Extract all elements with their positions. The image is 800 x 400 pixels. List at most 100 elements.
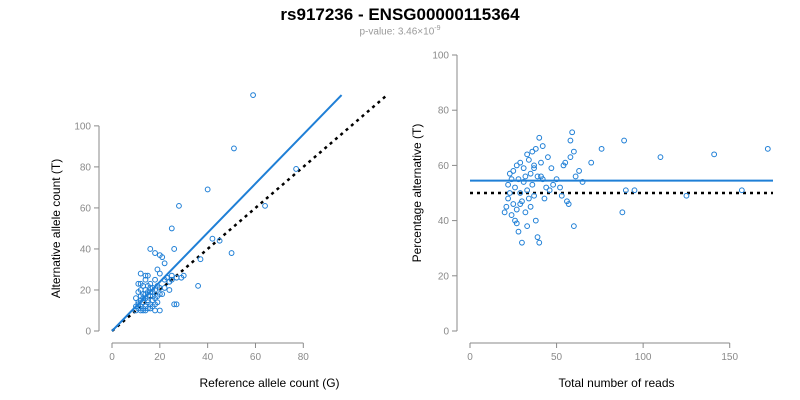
right-data-point <box>764 145 771 152</box>
right-data-point <box>553 176 560 183</box>
left-data-point <box>262 202 268 209</box>
right-data-point <box>567 137 574 144</box>
right-data-point <box>527 203 534 210</box>
right-data-point <box>579 179 586 185</box>
left-data-point <box>195 282 201 289</box>
left-data-point <box>156 307 163 314</box>
left-data-point <box>197 256 204 263</box>
left-x-tick-label: 40 <box>202 352 214 363</box>
right-data-point <box>529 181 536 188</box>
right-data-point <box>512 184 518 191</box>
right-data-point <box>513 162 520 169</box>
left-data-point <box>168 276 175 283</box>
right-data-point <box>546 187 553 194</box>
right-data-point <box>531 165 537 172</box>
left-y-tick-label: 40 <box>80 244 92 255</box>
right-data-point <box>536 134 543 141</box>
right-data-point <box>621 137 627 144</box>
right-data-point <box>683 192 690 199</box>
right-data-point <box>508 212 515 218</box>
right-data-point <box>541 195 548 202</box>
right-data-point <box>515 176 522 183</box>
right-data-point <box>557 184 563 191</box>
left-data-point <box>147 289 154 295</box>
right-data-point <box>562 159 569 166</box>
left-data-point <box>142 276 149 283</box>
left-data-point <box>142 307 149 314</box>
right-data-point <box>501 209 508 216</box>
left-data-point <box>171 301 178 308</box>
left-x-tick-label: 80 <box>298 352 310 363</box>
left-data-point <box>154 266 161 273</box>
p-value-exponent: -9 <box>434 25 441 32</box>
p-value-label: p-value: 3.46×10 <box>359 26 435 38</box>
left-data-point <box>178 274 185 281</box>
left-data-point <box>204 186 211 193</box>
right-data-point <box>565 201 572 207</box>
left-data-point <box>154 293 161 300</box>
right-x-tick-label: 0 <box>467 352 473 363</box>
left-data-point <box>168 272 175 279</box>
left-data-point <box>173 301 180 308</box>
right-data-point <box>513 220 520 227</box>
right-data-point <box>525 195 532 202</box>
left-data-point <box>133 295 139 302</box>
right-data-point <box>543 184 550 191</box>
right-y-tick-label: 60 <box>438 161 450 172</box>
left-data-point <box>135 299 142 306</box>
right-data-point <box>505 195 511 202</box>
left-data-point <box>147 293 154 300</box>
left-data-point <box>159 291 166 297</box>
right-y-tick-label: 80 <box>438 106 450 117</box>
right-y-tick-label: 0 <box>443 327 449 338</box>
left-data-point <box>152 287 158 293</box>
left-data-point <box>152 250 158 256</box>
left-data-point <box>171 246 178 252</box>
left-data-point <box>250 92 256 99</box>
right-data-point <box>515 228 522 235</box>
right-data-point <box>525 156 532 163</box>
right-data-point <box>536 239 543 246</box>
right-data-point <box>622 187 629 194</box>
left-data-point <box>137 270 144 277</box>
right-data-point <box>631 187 638 194</box>
right-data-point <box>738 187 745 194</box>
right-x-tick-label: 150 <box>721 352 738 363</box>
left-y-tick-label: 100 <box>74 121 91 132</box>
right-data-point <box>538 159 544 166</box>
right-data-point <box>558 192 565 199</box>
left-data-point <box>161 285 168 291</box>
right-data-point <box>532 145 539 152</box>
right-data-point <box>503 203 510 210</box>
left-data-point <box>228 250 235 256</box>
left-x-tick-label: 0 <box>109 352 115 363</box>
left-y-tick-label: 20 <box>80 285 92 296</box>
right-data-point <box>522 173 529 180</box>
left-y-tick-label: 80 <box>80 162 92 173</box>
left-data-point <box>144 272 151 279</box>
right-data-point <box>567 154 574 161</box>
chart-title: rs917236 - ENSG00000115364 <box>280 5 520 24</box>
right-data-point <box>539 143 546 149</box>
left-data-point <box>156 270 163 277</box>
left-data-point <box>147 305 154 312</box>
right-data-point <box>506 190 513 196</box>
right-data-point <box>505 181 511 188</box>
right-data-point <box>569 129 576 136</box>
right-data-point <box>550 181 557 188</box>
right-data-point <box>517 190 524 196</box>
left-data-point <box>152 301 158 308</box>
right-data-point <box>531 162 537 169</box>
left-data-point <box>149 297 156 304</box>
right-data-point <box>520 165 527 172</box>
right-x-axis-label: Total number of reads <box>558 376 674 390</box>
left-y-tick-label: 60 <box>80 203 92 214</box>
chart-subtitle: p-value: 3.46×10-9 <box>0 25 800 37</box>
left-data-point <box>216 237 223 244</box>
right-x-tick-label: 50 <box>551 352 563 363</box>
right-data-point <box>570 223 577 230</box>
right-data-point <box>598 145 605 152</box>
left-x-tick-label: 60 <box>250 352 262 363</box>
right-data-point <box>513 206 520 213</box>
left-data-point <box>152 276 158 283</box>
